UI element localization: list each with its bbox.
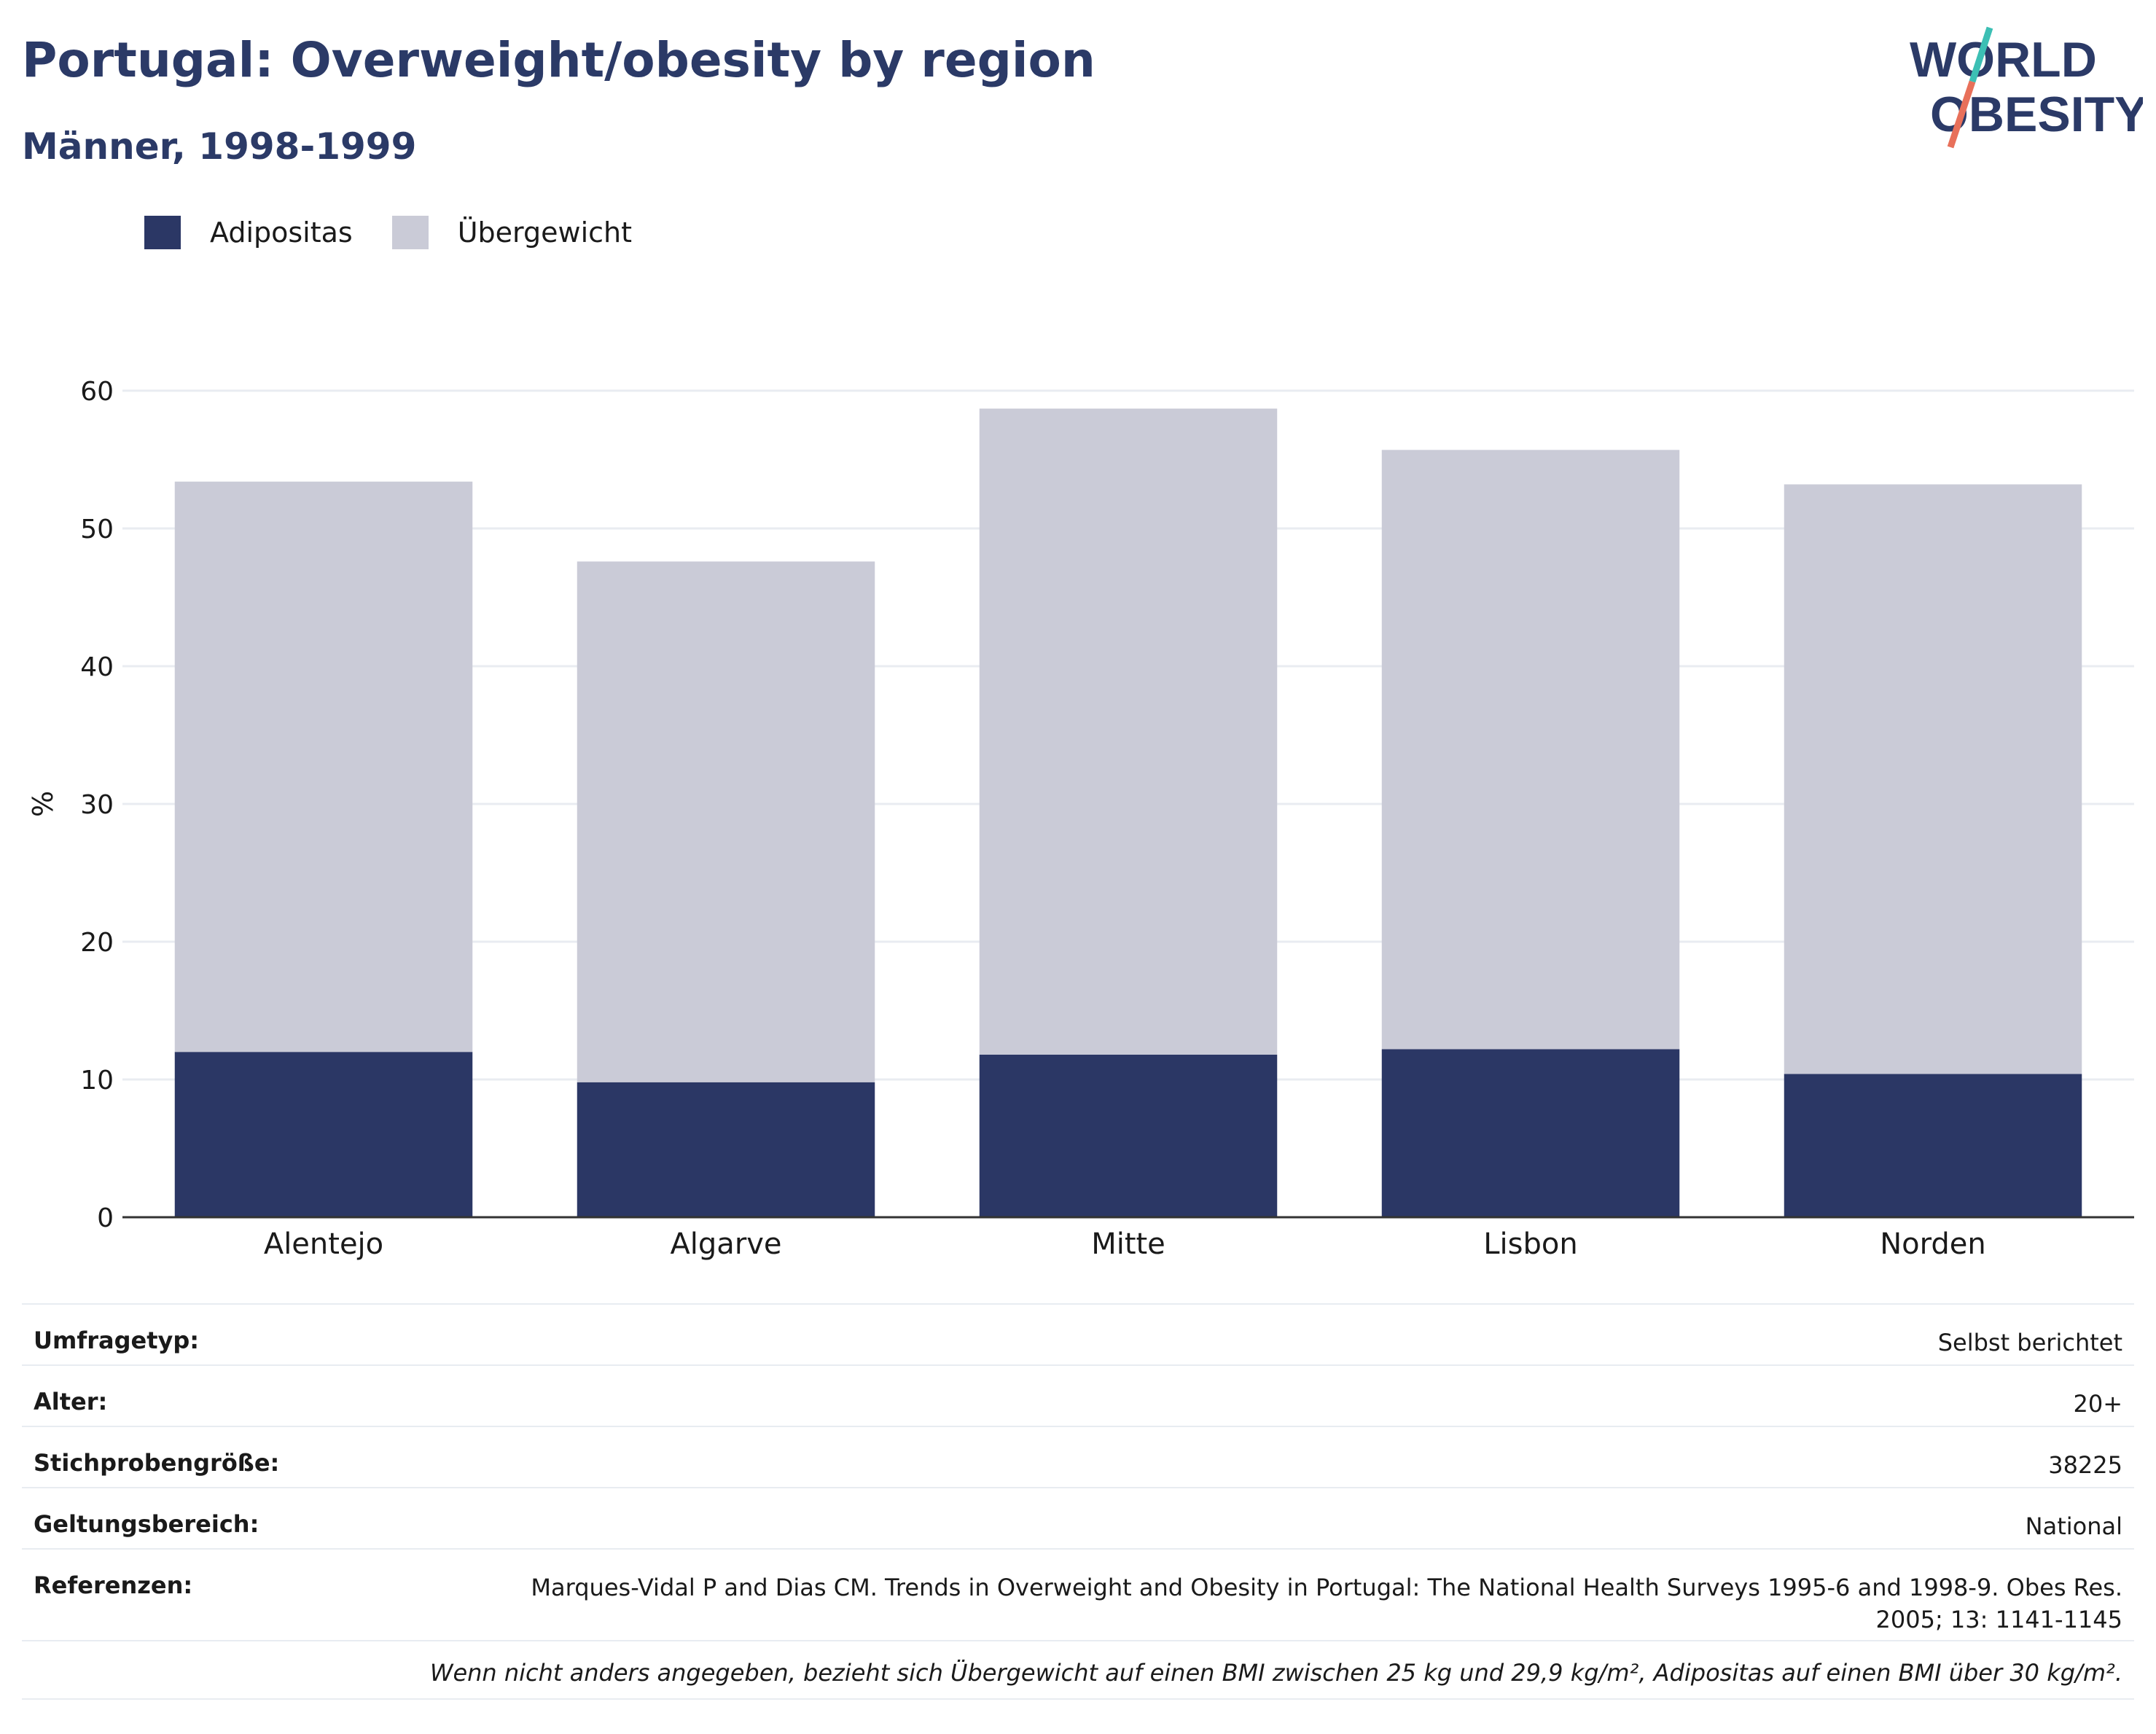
- legend-item-adipositas[interactable]: Adipositas: [144, 216, 353, 249]
- bar-uebergewicht-alentejo: [174, 481, 473, 1052]
- meta-value: Selbst berichtet: [1937, 1329, 2122, 1356]
- bar-adipositas-algarve: [577, 1082, 875, 1217]
- y-tick-label: 10: [80, 1066, 114, 1096]
- meta-key: Stichprobengröße:: [34, 1449, 280, 1477]
- chart-title: Portugal: Overweight/obesity by region: [22, 32, 1095, 88]
- meta-row-sample-size: Stichprobengröße: 38225: [22, 1426, 2134, 1487]
- x-tick-label: Lisbon: [1483, 1227, 1577, 1261]
- bar-adipositas-norden: [1784, 1074, 2082, 1217]
- y-tick-label: 40: [80, 652, 114, 682]
- meta-row-references: Referenzen: Marques-Vidal P and Dias CM.…: [22, 1548, 2134, 1640]
- legend-swatch-adipositas: [144, 216, 181, 249]
- bar-uebergewicht-lisbon: [1381, 450, 1680, 1050]
- logo-word-1: WORLD: [1910, 32, 2097, 87]
- meta-key: Umfragetyp:: [34, 1327, 200, 1354]
- meta-row-scope: Geltungsbereich: National: [22, 1487, 2134, 1548]
- legend-label-uebergewicht: Übergewicht: [457, 216, 632, 249]
- chart-legend: Adipositas Übergewicht: [144, 216, 671, 249]
- y-tick-label: 30: [80, 790, 114, 820]
- x-tick-label: Algarve: [670, 1227, 781, 1261]
- legend-item-uebergewicht[interactable]: Übergewicht: [391, 216, 632, 249]
- meta-key: Geltungsbereich:: [34, 1510, 259, 1538]
- legend-label-adipositas: Adipositas: [210, 216, 353, 249]
- meta-row-age: Alter: 20+: [22, 1364, 2134, 1426]
- bar-adipositas-lisbon: [1381, 1049, 1680, 1217]
- x-tick-label: Alentejo: [264, 1227, 383, 1261]
- definition-note: Wenn nicht anders angegeben, bezieht sic…: [22, 1640, 2134, 1700]
- stacked-bar-chart: 0 10 20 30 40 50 60% Alentejo Algarve Mitte Lisbon…: [27, 377, 2134, 1261]
- y-tick-label: 20: [80, 928, 114, 958]
- x-tick-label: Norden: [1880, 1227, 1986, 1261]
- bar-uebergewicht-norden: [1784, 484, 2082, 1074]
- bar-adipositas-alentejo: [174, 1052, 473, 1217]
- bar-uebergewicht-mitte: [979, 408, 1278, 1055]
- meta-row-survey-type: Umfragetyp: Selbst berichtet: [22, 1303, 2134, 1364]
- y-axis-title: %: [27, 791, 59, 817]
- meta-key: Alter:: [34, 1388, 108, 1415]
- bar-adipositas-mitte: [979, 1054, 1278, 1217]
- metadata-table: Umfragetyp: Selbst berichtet Alter: 20+ …: [22, 1303, 2134, 1700]
- world-obesity-logo: WORLD OBESITY: [1910, 26, 2143, 149]
- meta-value: 38225: [2048, 1451, 2122, 1479]
- legend-swatch-uebergewicht: [391, 216, 429, 249]
- meta-key: Referenzen:: [34, 1571, 193, 1599]
- y-tick-label: 0: [97, 1203, 114, 1233]
- meta-value: 20+: [2073, 1390, 2122, 1418]
- meta-value: Marques-Vidal P and Dias CM. Trends in O…: [531, 1574, 2122, 1633]
- chart-subtitle: Männer, 1998-1999: [22, 125, 417, 168]
- y-tick-label: 50: [80, 515, 114, 544]
- x-tick-label: Mitte: [1091, 1227, 1165, 1261]
- y-tick-label: 60: [80, 377, 114, 407]
- bar-uebergewicht-algarve: [577, 561, 875, 1082]
- meta-value: National: [2025, 1512, 2122, 1540]
